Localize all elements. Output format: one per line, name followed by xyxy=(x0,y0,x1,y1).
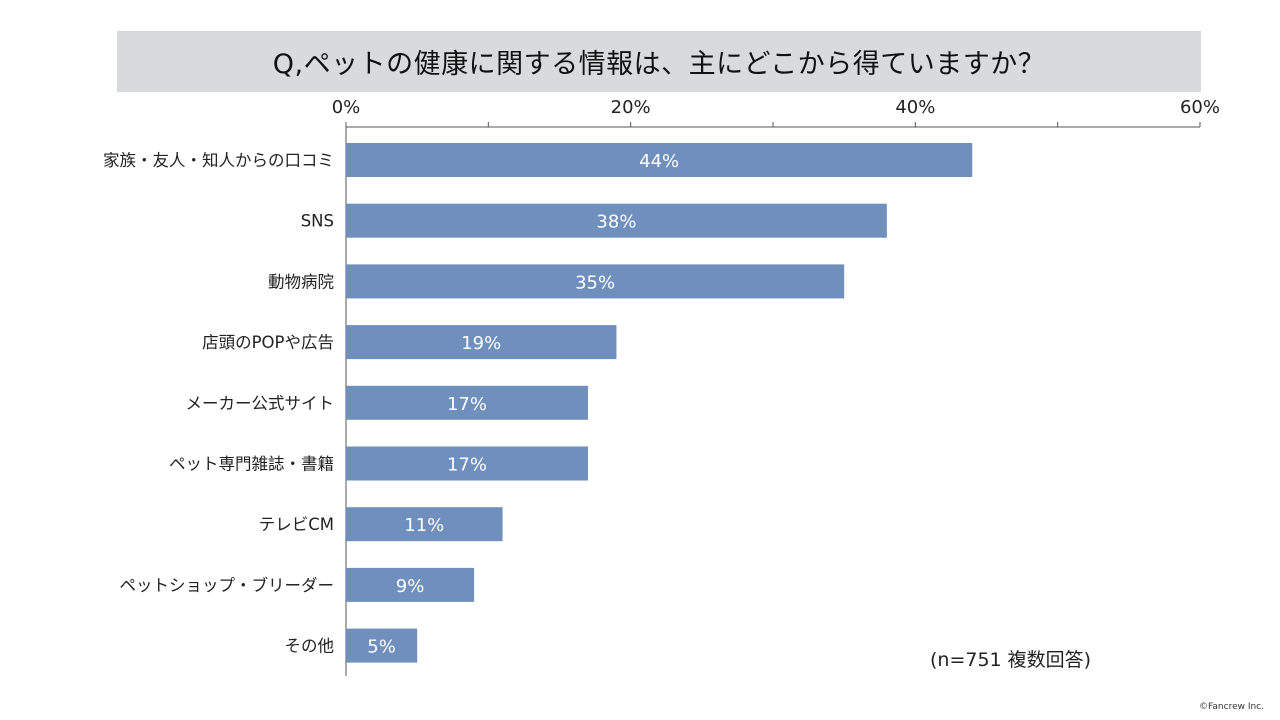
bar-data-label: 11% xyxy=(404,515,444,536)
bar-data-label: 44% xyxy=(639,151,679,172)
category-label: その他 xyxy=(285,637,335,656)
bar-data-label: 19% xyxy=(461,333,501,354)
bar-data-label: 5% xyxy=(367,637,396,658)
bar-data-label: 17% xyxy=(447,455,487,476)
category-label: ペットショップ・ブリーダー xyxy=(120,575,335,595)
category-label: ペット専門雑誌・書籍 xyxy=(169,455,334,474)
bar-data-label: 35% xyxy=(575,272,615,293)
bar xyxy=(346,264,845,299)
x-tick-label: 60% xyxy=(1180,97,1220,118)
copyright-notice: ©Fancrew Inc. xyxy=(1199,702,1264,712)
bar xyxy=(346,507,503,542)
chart-title: Q,ペットの健康に関する情報は、主にどこから得ていますか？ xyxy=(272,49,1046,80)
bar xyxy=(346,385,588,420)
x-tick-label: 20% xyxy=(611,97,651,118)
bar xyxy=(346,325,617,360)
bar xyxy=(346,143,973,177)
category-label: メーカー公式サイト xyxy=(186,394,335,413)
category-label: 店頭のPOPや広告 xyxy=(202,333,334,352)
bar xyxy=(346,628,418,663)
bar xyxy=(346,446,588,481)
bar-data-label: 38% xyxy=(596,212,636,233)
sample-size-note: (n=751 複数回答) xyxy=(930,649,1092,671)
x-tick-label: 0% xyxy=(332,97,361,118)
category-label: テレビCM xyxy=(259,515,334,534)
category-label: SNS xyxy=(301,212,334,231)
category-label: 動物病院 xyxy=(268,272,334,291)
bar-data-label: 17% xyxy=(447,394,487,415)
x-tick-label: 40% xyxy=(895,97,935,118)
category-label: 家族・友人・知人からの口コミ xyxy=(103,151,334,170)
bar-data-label: 9% xyxy=(396,576,425,597)
title-bar: Q,ペットの健康に関する情報は、主にどこから得ていますか？ xyxy=(117,31,1201,92)
bar xyxy=(346,203,887,238)
bar xyxy=(346,567,475,602)
